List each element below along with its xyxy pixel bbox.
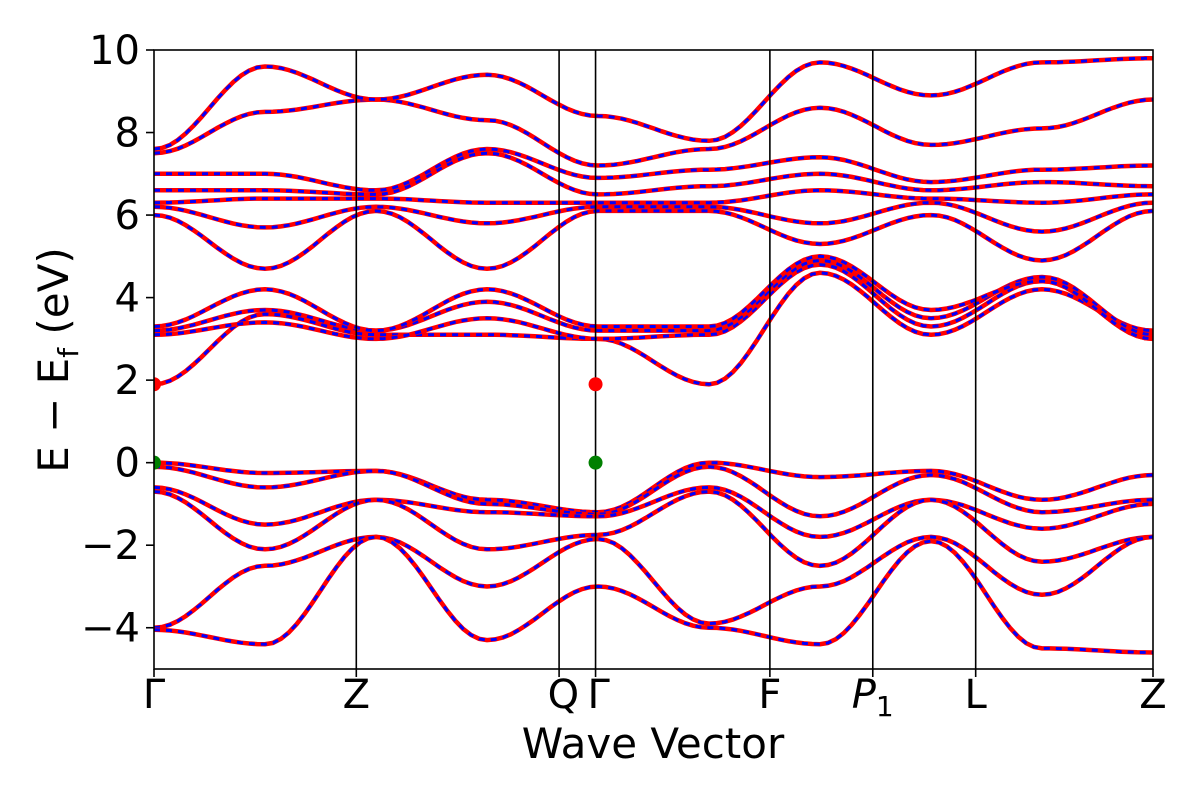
x-tick-label: Γ <box>588 672 611 718</box>
y-axis-label-unit: (eV) <box>29 247 78 348</box>
band-line-c10 <box>154 97 1153 168</box>
band-lines <box>154 56 1153 655</box>
x-tick-label: Z <box>1139 672 1166 718</box>
y-tick-label: 4 <box>115 276 140 322</box>
x-tick-label: Q <box>548 672 579 718</box>
cbm-marker <box>154 377 161 392</box>
band-edge-markers <box>154 377 603 470</box>
y-axis-label: E − Ef (eV) <box>29 247 85 473</box>
band-line-overlay-v6 <box>154 535 1153 654</box>
vbm-marker <box>154 455 161 470</box>
x-axis: Γ Z Q Γ F P1 L Z <box>143 669 1167 723</box>
y-tick-label: 10 <box>89 28 140 74</box>
band-line-v3 <box>154 485 1153 540</box>
cbm-marker <box>588 377 603 392</box>
x-tick-label: Z <box>343 672 370 718</box>
y-axis-label-sub: f <box>52 347 85 358</box>
band-line-overlay-c2 <box>154 263 1153 341</box>
y-tick-label: 6 <box>115 193 140 239</box>
band-line-overlay-c5 <box>154 209 1153 271</box>
x-tick-label: Γ <box>143 672 166 718</box>
band-line-overlay-c7 <box>154 188 1153 205</box>
y-axis: −4 −2 0 2 4 6 8 10 <box>81 28 154 652</box>
plot-frame <box>153 49 1154 670</box>
y-tick-label: −2 <box>81 523 140 569</box>
x-tick-label: P1 <box>852 672 894 723</box>
band-line-overlay-v5 <box>154 535 1153 630</box>
band-line-c11 <box>154 56 1153 152</box>
y-axis-label-main: E − E <box>29 358 78 473</box>
band-line-overlay-c8 <box>154 151 1153 196</box>
band-line-overlay-c9 <box>154 147 1153 192</box>
band-line-overlay-c6 <box>154 201 1153 234</box>
band-line-overlay-v4 <box>154 490 1153 568</box>
x-tick-label: F <box>758 672 781 718</box>
band-line-overlay-v1 <box>154 461 1153 514</box>
band-line-overlay-c1 <box>154 271 1153 386</box>
y-tick-label: 2 <box>115 358 140 404</box>
x-axis-label: Wave Vector <box>522 719 785 768</box>
band-line-overlay-v2 <box>154 465 1153 518</box>
y-tick-label: 8 <box>115 111 140 157</box>
x-tick-label: L <box>965 672 988 718</box>
high-symmetry-lines <box>355 50 977 669</box>
band-line-overlay-c4 <box>154 254 1153 341</box>
y-tick-label: 0 <box>115 441 140 487</box>
vbm-marker <box>588 455 603 470</box>
y-tick-label: −4 <box>81 606 140 652</box>
